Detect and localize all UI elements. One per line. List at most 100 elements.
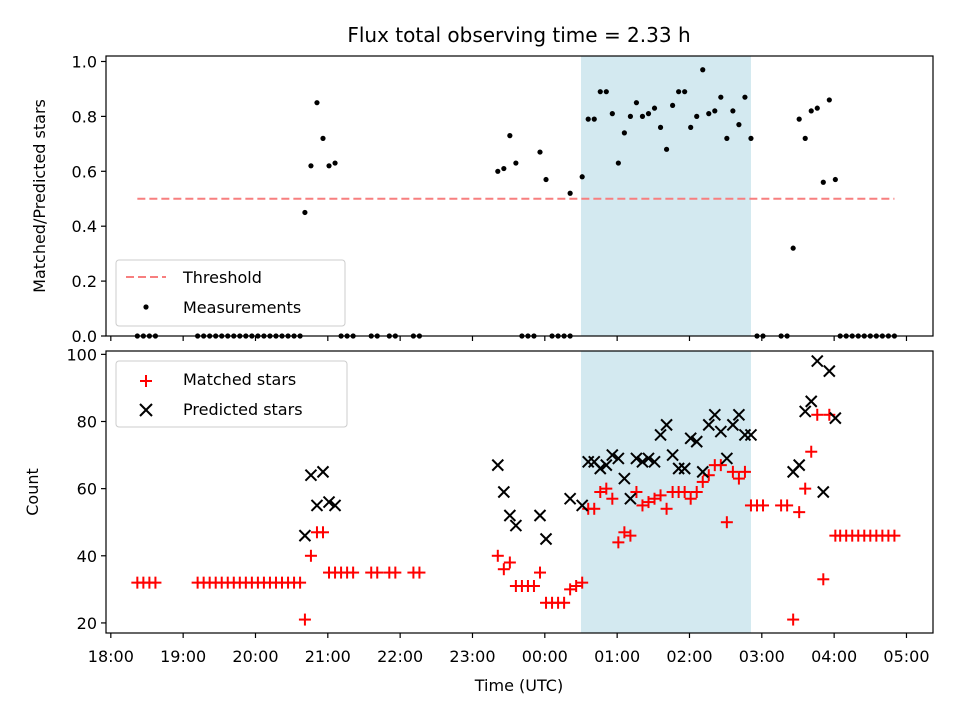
measurement-point (645, 111, 652, 117)
matched-star-point (732, 472, 745, 485)
y-tick-label: 100 (66, 345, 97, 364)
measurement-point (832, 176, 838, 183)
measurement-point (320, 135, 326, 141)
predicted-star-point (298, 529, 312, 542)
matched-star-point (696, 475, 709, 488)
measurement-point (748, 135, 754, 141)
x-tick-label: 00:00 (522, 647, 568, 666)
x-tick-label: 05:00 (883, 647, 929, 666)
predicted-star-point (563, 492, 577, 505)
measurement-point (537, 149, 543, 155)
predicted-star-point (799, 405, 812, 418)
x-tick-label: 19:00 (160, 647, 206, 666)
measurement-point (712, 108, 718, 114)
measurement-point (591, 116, 597, 122)
matched-star-point (491, 549, 504, 562)
x-tick-label: 21:00 (305, 647, 351, 666)
predicted-star-point (696, 465, 709, 479)
matched-star-point (781, 499, 794, 512)
measurement-point (507, 133, 513, 139)
predicted-star-point (642, 452, 655, 465)
predicted-star-point (316, 465, 330, 479)
ratio-panel: 0.0 0.2 0.4 0.6 0.8 1.0 Matched/Predicted sta… (30, 52, 934, 346)
matched-star-point (594, 486, 607, 498)
predicted-stars-points (298, 354, 842, 546)
predicted-star-point (491, 458, 505, 472)
measurement-point (790, 245, 796, 251)
measurement-point (814, 105, 820, 111)
ratio-legend: Threshold Measurements (115, 259, 346, 327)
predicted-star-point (304, 469, 318, 482)
measurement-point (513, 160, 519, 166)
matched-star-point (636, 499, 649, 512)
matched-star-point (564, 583, 577, 596)
measurement-point (543, 176, 549, 183)
predicted-star-point (805, 395, 818, 408)
legend-measurements-swatch (143, 304, 149, 310)
legend-matched-label: Matched stars (183, 370, 296, 389)
x-tick-label: 03:00 (739, 647, 785, 666)
measurement-point (724, 135, 730, 141)
measurement-point (736, 122, 742, 128)
matched-star-point (678, 486, 691, 498)
matched-star-point (799, 482, 812, 495)
matched-star-point (654, 489, 667, 502)
matched-star-point (588, 502, 601, 515)
measurement-point (633, 100, 640, 106)
measurement-point (567, 190, 573, 196)
measurement-point (826, 97, 832, 103)
x-axis-label: Time (UTC) (474, 676, 563, 695)
matched-star-point (503, 556, 516, 569)
measurement-point (742, 94, 748, 100)
measurement-point (302, 209, 308, 216)
measurement-point (682, 89, 688, 95)
matched-star-point (576, 576, 589, 589)
matched-star-point (618, 526, 631, 539)
matched-star-point (714, 459, 727, 472)
measurement-point (326, 163, 332, 169)
predicted-star-point (624, 492, 637, 505)
matched-star-point (805, 445, 818, 458)
legend-predicted-swatch (139, 403, 153, 417)
predicted-star-point (630, 452, 643, 465)
predicted-star-point (690, 435, 703, 448)
measurement-point (308, 163, 314, 169)
matched-star-point (389, 566, 402, 579)
measurement-point (501, 165, 507, 172)
ratio-y-label: Matched/Predicted stars (30, 99, 49, 293)
predicted-star-point (509, 519, 523, 532)
predicted-star-point (497, 485, 511, 499)
x-tick-label: 01:00 (594, 647, 640, 666)
x-tick-label: 04:00 (811, 647, 857, 666)
predicted-star-point (702, 418, 715, 432)
legend-measurements-label: Measurements (183, 298, 301, 317)
matched-star-point (612, 536, 625, 549)
matched-star-point (690, 486, 703, 498)
measurement-point (808, 108, 814, 114)
matched-stars-points (131, 408, 901, 626)
time-x-axis: 18:00 19:00 20:00 21:00 22:00 23:00 00:00 01:00… (88, 633, 930, 666)
matched-star-point (600, 482, 613, 495)
matched-star-point (888, 529, 901, 542)
matched-star-point (660, 502, 673, 515)
predicted-star-point (829, 411, 842, 425)
predicted-star-point (618, 472, 631, 485)
matched-star-point (304, 549, 317, 562)
predicted-star-point (823, 364, 836, 378)
y-tick-label: 0.2 (72, 272, 97, 291)
ratio-highlight-span (580, 56, 751, 336)
matched-star-point (684, 492, 697, 505)
y-tick-label: 0.0 (72, 327, 97, 346)
predicted-star-point (666, 448, 679, 462)
predicted-star-point (612, 452, 625, 465)
matched-star-point (570, 580, 583, 592)
legend-threshold-label: Threshold (182, 268, 262, 287)
predicted-star-point (732, 408, 746, 421)
measurement-point (663, 146, 670, 152)
predicted-star-point (708, 408, 722, 421)
measurement-point (688, 124, 694, 130)
matched-star-point (624, 529, 637, 542)
matched-star-point (630, 486, 643, 498)
measurement-point (495, 168, 501, 174)
